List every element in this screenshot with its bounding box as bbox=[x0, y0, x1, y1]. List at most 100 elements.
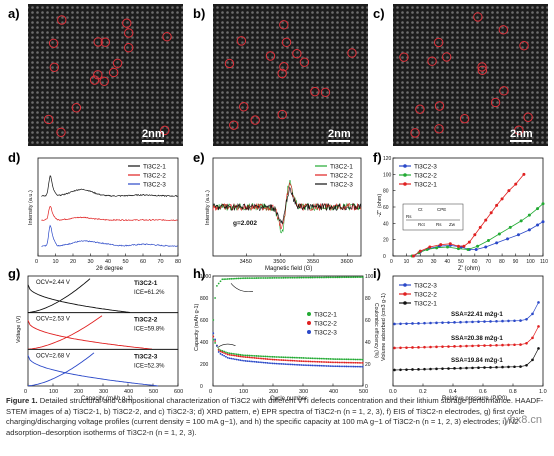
ce-point bbox=[228, 278, 231, 280]
capacity-point bbox=[250, 354, 253, 357]
data-point bbox=[473, 233, 477, 237]
capacity-point bbox=[304, 364, 306, 367]
ce-point bbox=[248, 277, 251, 280]
capacity-point bbox=[259, 357, 261, 360]
ssa-label: SSA=19.84 m2g-1 bbox=[451, 357, 503, 364]
isotherm-point bbox=[495, 343, 498, 347]
capacity-point bbox=[295, 359, 297, 362]
capacity-point bbox=[250, 356, 253, 359]
capacity-point bbox=[266, 358, 269, 360]
ce-point bbox=[259, 277, 261, 279]
capacity-point bbox=[297, 360, 299, 362]
data-point bbox=[462, 244, 466, 248]
capacity-point bbox=[216, 344, 218, 347]
x-tick-label: 200 bbox=[269, 389, 278, 395]
capacity-point bbox=[315, 364, 317, 367]
capacity-point bbox=[320, 364, 323, 367]
legend-label: Ti3C2-1 bbox=[330, 164, 353, 171]
isotherm-point bbox=[405, 368, 408, 371]
ce-point bbox=[306, 276, 308, 279]
panel-label-d: d) bbox=[8, 150, 20, 165]
capacity-point bbox=[298, 364, 301, 366]
data-point bbox=[484, 245, 488, 249]
caption-text: Detailed structural and compositional ch… bbox=[6, 396, 544, 437]
data-point bbox=[486, 238, 490, 242]
data-point bbox=[428, 245, 432, 249]
legend-label: Ti3C2-3 bbox=[330, 182, 353, 189]
capacity-point bbox=[257, 357, 260, 360]
capacity-point bbox=[306, 364, 308, 367]
charge-curve bbox=[27, 278, 91, 313]
defect-circle bbox=[56, 127, 66, 137]
isotherm-point bbox=[495, 365, 498, 369]
isotherm-point bbox=[447, 367, 450, 370]
capacity-point bbox=[243, 359, 245, 362]
panel-label-f: f) bbox=[373, 150, 382, 165]
defect-circle bbox=[93, 70, 103, 80]
legend-marker bbox=[307, 312, 311, 316]
isotherm-point bbox=[429, 345, 432, 349]
ce-point bbox=[325, 276, 328, 279]
capacity-point bbox=[295, 363, 297, 366]
defect-circle bbox=[433, 37, 444, 48]
capacity-point bbox=[284, 359, 287, 362]
capacity-point bbox=[261, 355, 263, 358]
capacity-point bbox=[273, 362, 276, 365]
isotherm-point bbox=[519, 319, 522, 322]
capacity-point bbox=[248, 354, 251, 357]
ce-point bbox=[311, 276, 314, 279]
ce-point bbox=[252, 277, 254, 280]
defect-circle bbox=[48, 38, 59, 48]
capacity-point bbox=[212, 335, 215, 338]
ce-point bbox=[360, 276, 362, 279]
capacity-point bbox=[345, 365, 348, 368]
isotherm-point bbox=[531, 336, 534, 340]
capacity-point bbox=[228, 357, 231, 360]
defect-circle bbox=[473, 12, 483, 22]
capacity-point bbox=[288, 363, 290, 366]
capacity-point bbox=[333, 361, 335, 364]
capacity-point bbox=[262, 355, 265, 358]
data-point bbox=[411, 254, 415, 258]
capacity-point bbox=[354, 361, 357, 364]
capacity-point bbox=[226, 351, 229, 354]
ce-point bbox=[239, 277, 242, 280]
ce-arrow bbox=[230, 283, 254, 292]
capacity-point bbox=[345, 358, 348, 361]
capacity-point bbox=[223, 352, 226, 354]
data-point bbox=[500, 197, 504, 201]
isotherm-point bbox=[513, 343, 516, 347]
capacity-point bbox=[271, 362, 274, 365]
ce-point bbox=[271, 277, 274, 279]
subplot-frame bbox=[27, 348, 179, 387]
defect-circle bbox=[441, 52, 452, 62]
y2-tick-label: 20 bbox=[365, 362, 371, 368]
capacity-point bbox=[343, 361, 346, 364]
y-tick-label: 200 bbox=[200, 362, 209, 368]
capacity-point bbox=[266, 362, 269, 364]
ce-point bbox=[297, 276, 299, 279]
capacity-point bbox=[343, 358, 346, 361]
capacity-point bbox=[304, 357, 306, 359]
x-tick-label: 0.0 bbox=[389, 389, 397, 395]
x-tick-label: 100 bbox=[526, 259, 535, 265]
defect-circle bbox=[459, 113, 470, 124]
x-tick-label: 100 bbox=[239, 389, 248, 395]
capacity-point bbox=[237, 353, 240, 356]
defect-circle bbox=[224, 58, 235, 69]
panel-b: b) 2nm bbox=[193, 4, 368, 146]
isotherm-point bbox=[465, 344, 468, 348]
capacity-point bbox=[356, 361, 359, 364]
defect-markers-a bbox=[43, 15, 172, 137]
capacity-point bbox=[230, 357, 233, 360]
ce-point bbox=[307, 276, 310, 279]
legend-label: Ti3C2-2 bbox=[314, 321, 337, 328]
ocv-label: OCV=2.44 V bbox=[36, 280, 70, 286]
capacity-point bbox=[343, 365, 346, 368]
capacity-point bbox=[255, 355, 258, 357]
capacity-point bbox=[279, 356, 281, 359]
isotherm-point bbox=[471, 320, 474, 324]
isotherm-point bbox=[435, 321, 438, 325]
ce-point bbox=[340, 276, 342, 279]
capacity-point bbox=[214, 338, 217, 341]
